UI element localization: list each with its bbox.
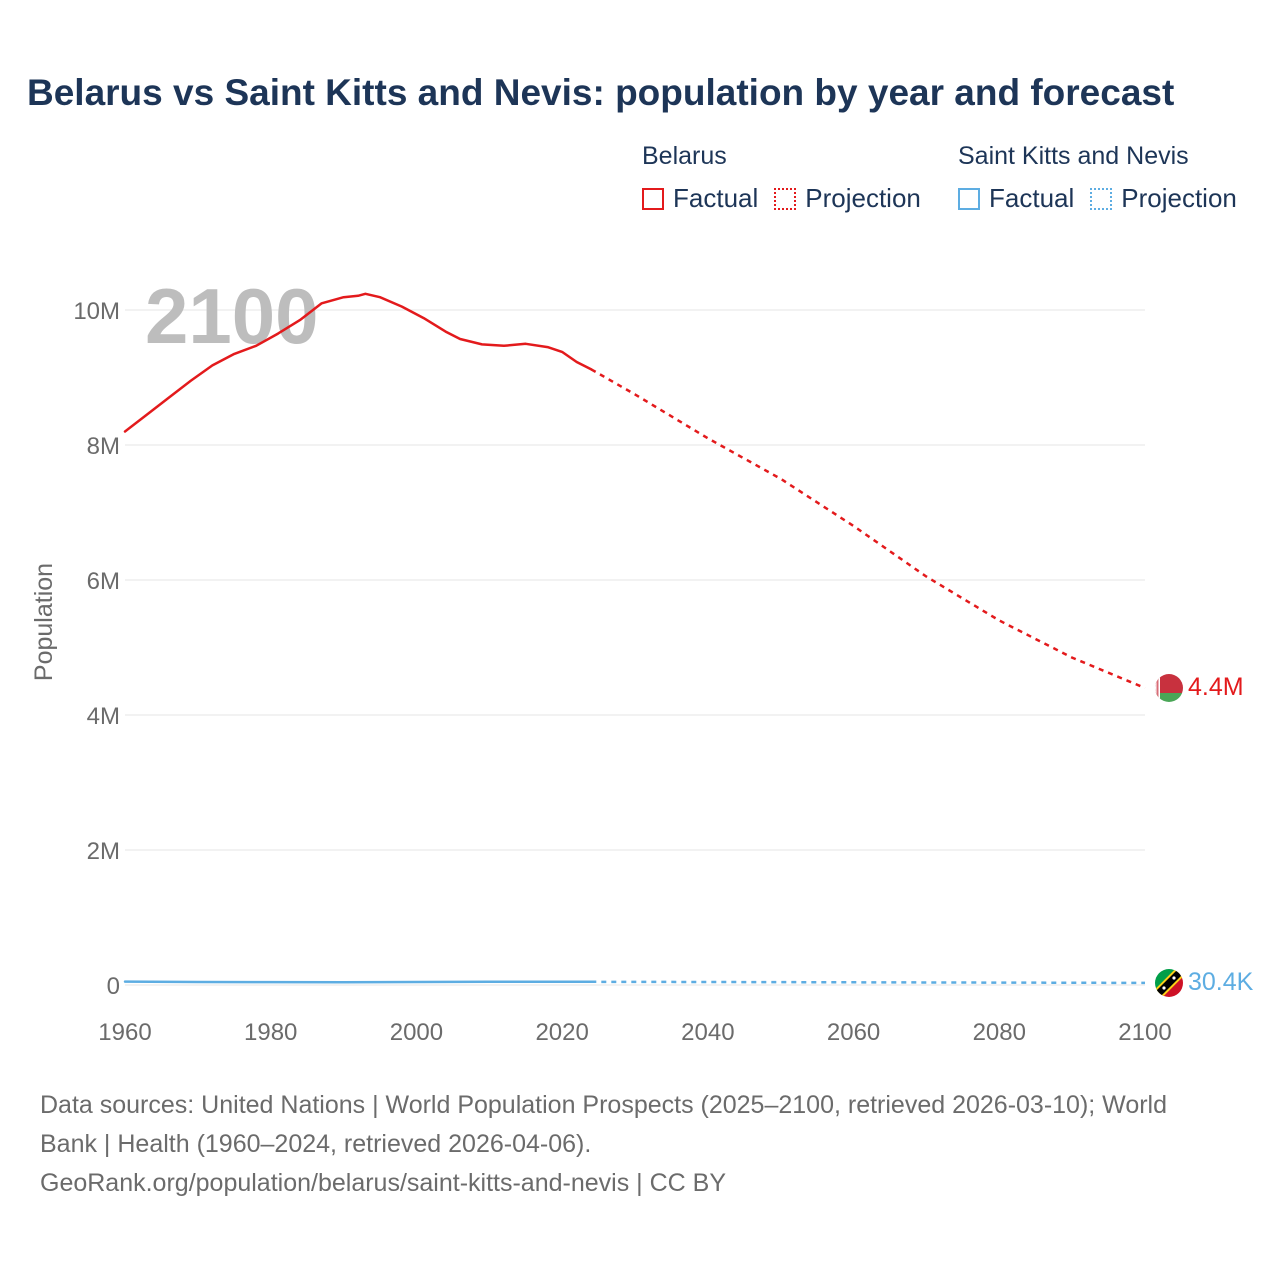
- legend-saint-kitts: Saint Kitts and Nevis Factual Projection: [958, 142, 1253, 214]
- y-tick-label: 10M: [73, 298, 120, 325]
- year-watermark: 2100: [145, 272, 319, 360]
- x-tick-label: 2080: [973, 1019, 1026, 1046]
- legend-title-saint-kitts: Saint Kitts and Nevis: [958, 142, 1189, 170]
- y-axis-label: Population: [30, 563, 58, 681]
- legend-label-saint-kitts-factual: Factual: [989, 183, 1075, 213]
- legend-belarus: Belarus Factual Projection: [642, 142, 937, 214]
- x-tick-label: 1960: [98, 1019, 151, 1046]
- x-tick-label: 2040: [681, 1019, 734, 1046]
- x-tick-label: 2100: [1118, 1019, 1171, 1046]
- x-tick-label: 2000: [390, 1019, 443, 1046]
- footer-sources: Data sources: United Nations | World Pop…: [40, 1086, 1230, 1203]
- legend-swatch-saint-kitts-factual: [958, 187, 980, 210]
- legend-swatch-saint-kitts-projection: [1090, 187, 1113, 210]
- y-tick-label: 8M: [87, 433, 120, 460]
- legend-belarus-projection[interactable]: Projection: [774, 183, 921, 214]
- belarus-flag: [1155, 674, 1183, 702]
- population-chart: 2100 0 2M 4M 6M 8M 10M 1960 1980 2000 2020 2040 20…: [30, 272, 1254, 1046]
- x-tick-label: 2060: [827, 1019, 880, 1046]
- series-lines: [123, 292, 1146, 985]
- x-axis-ticks: 1960 1980 2000 2020 2040 2060 2080 2100: [98, 1019, 1171, 1046]
- legend-belarus-factual[interactable]: Factual: [642, 183, 758, 214]
- y-tick-label: 0: [107, 973, 120, 1000]
- end-label-belarus: 4.4M: [1188, 673, 1244, 701]
- line-saint-kitts-and-nevis-projection[interactable]: [591, 980, 1146, 985]
- footer-line-1: Data sources: United Nations | World Pop…: [40, 1091, 1168, 1119]
- y-tick-label: 6M: [87, 568, 120, 595]
- legend-swatch-belarus-factual: [642, 187, 664, 210]
- line-belarus-factual[interactable]: [123, 292, 593, 433]
- legend-label-saint-kitts-projection: Projection: [1121, 183, 1237, 213]
- y-tick-label: 4M: [87, 703, 120, 730]
- line-belarus-projection[interactable]: [590, 368, 1146, 690]
- grid-lines: [125, 309, 1145, 986]
- end-label-saint-kitts: 30.4K: [1188, 968, 1254, 996]
- footer-line-2: Bank | Health (1960–2024, retrieved 2026…: [40, 1130, 592, 1158]
- legend-saint-kitts-projection[interactable]: Projection: [1090, 183, 1237, 214]
- legend-label-belarus-factual: Factual: [673, 183, 759, 213]
- x-tick-label: 2020: [535, 1019, 588, 1046]
- legend-saint-kitts-factual[interactable]: Factual: [958, 183, 1074, 214]
- line-saint-kitts-and-nevis-factual[interactable]: [123, 980, 593, 984]
- legend-label-belarus-projection: Projection: [805, 183, 921, 213]
- footer-line-3[interactable]: GeoRank.org/population/belarus/saint-kit…: [40, 1169, 726, 1197]
- y-tick-label: 2M: [87, 838, 120, 865]
- legend-swatch-belarus-projection: [774, 187, 797, 210]
- chart-title: Belarus vs Saint Kitts and Nevis: popula…: [27, 72, 1175, 113]
- y-axis-ticks: 0 2M 4M 6M 8M 10M: [73, 298, 120, 1000]
- x-tick-label: 1980: [244, 1019, 297, 1046]
- legend-title-belarus: Belarus: [642, 142, 727, 170]
- saint-kitts-and-nevis-flag: [1155, 969, 1183, 997]
